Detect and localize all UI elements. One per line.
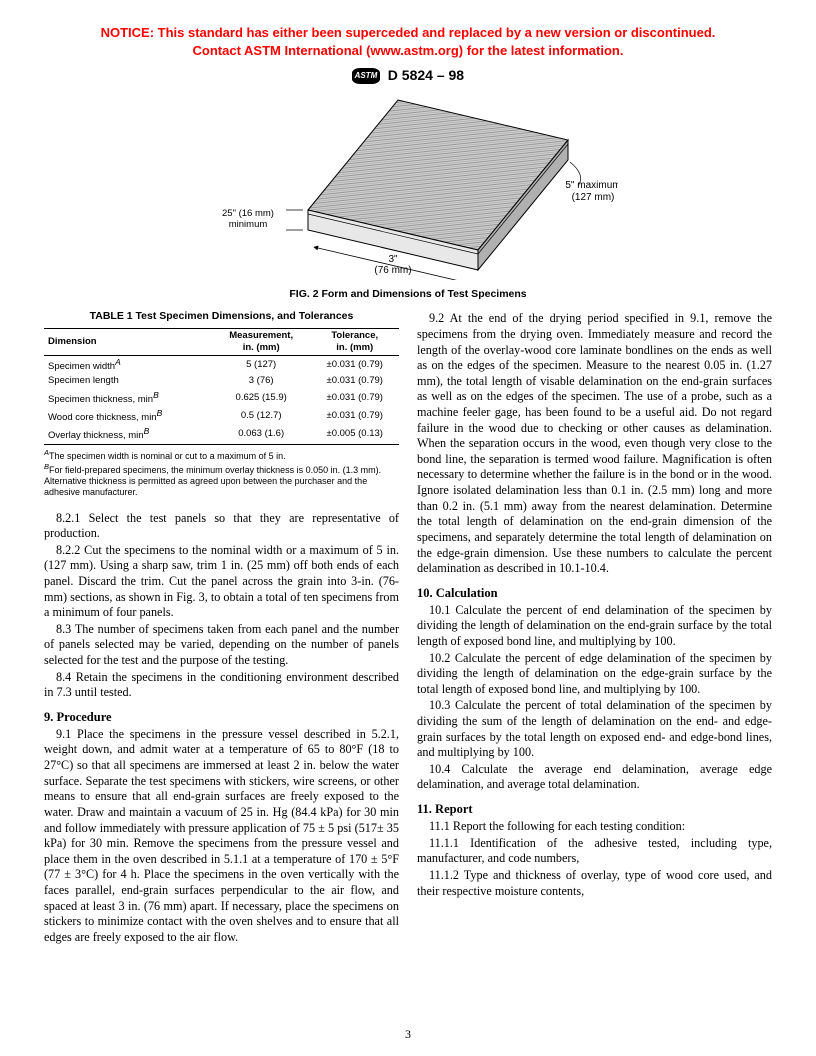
svg-text:(127 mm): (127 mm) [572,192,615,203]
table-row: Specimen widthA5 (127)±0.031 (0.79) [44,356,399,375]
section-9-head: 9. Procedure [44,709,399,725]
table-header-row: Dimension Measurement,in. (mm) Tolerance… [44,328,399,355]
col-dimension: Dimension [44,328,212,355]
para-9.2: 9.2 At the end of the drying period spec… [417,311,772,576]
para-11.1.2: 11.1.2 Type and thickness of overlay, ty… [417,868,772,899]
svg-text:5" maximum: 5" maximum [565,180,618,191]
svg-text:minimum: minimum [229,219,268,230]
notice-banner: NOTICE: This standard has either been su… [44,24,772,59]
table-row: Specimen length3 (76)±0.031 (0.79) [44,374,399,388]
specimen-table: Dimension Measurement,in. (mm) Tolerance… [44,328,399,445]
para-10.2: 10.2 Calculate the percent of edge delam… [417,651,772,698]
right-column: 9.2 At the end of the drying period spec… [417,310,772,945]
para-10.3: 10.3 Calculate the percent of total dela… [417,698,772,760]
svg-text:(76 mm): (76 mm) [374,265,411,276]
table-title: TABLE 1 Test Specimen Dimensions, and To… [44,310,399,323]
para-10.1: 10.1 Calculate the percent of end delami… [417,603,772,650]
two-column-body: TABLE 1 Test Specimen Dimensions, and To… [44,310,772,945]
standard-header: ASTM D 5824 – 98 [44,67,772,84]
specimen-diagram: 25" (16 mm) minimum 3" (76 mm) 5" maximu… [198,90,618,280]
table-row: Overlay thickness, minB0.063 (1.6)±0.005… [44,425,399,444]
para-8.2.2: 8.2.2 Cut the specimens to the nominal w… [44,543,399,621]
figure-caption: FIG. 2 Form and Dimensions of Test Speci… [44,288,772,300]
para-11.1.1: 11.1.1 Identification of the adhesive te… [417,836,772,867]
notice-line1: NOTICE: This standard has either been su… [101,25,716,40]
para-11.1: 11.1 Report the following for each testi… [417,819,772,835]
page-number: 3 [0,1027,816,1042]
svg-text:3": 3" [388,254,398,265]
section-10-head: 10. Calculation [417,585,772,601]
figure-2: 25" (16 mm) minimum 3" (76 mm) 5" maximu… [44,90,772,284]
para-10.4: 10.4 Calculate the average end delaminat… [417,762,772,793]
left-column: TABLE 1 Test Specimen Dimensions, and To… [44,310,399,945]
col-tolerance: Tolerance,in. (mm) [311,328,400,355]
para-8.4: 8.4 Retain the specimens in the conditio… [44,670,399,701]
table-row: Wood core thickness, minB0.5 (12.7)±0.03… [44,407,399,425]
standard-designation: D 5824 – 98 [388,67,464,83]
section-11-head: 11. Report [417,801,772,817]
svg-text:25" (16 mm): 25" (16 mm) [222,208,274,219]
para-8.3: 8.3 The number of specimens taken from e… [44,622,399,669]
col-measurement: Measurement,in. (mm) [212,328,311,355]
table-1: TABLE 1 Test Specimen Dimensions, and To… [44,310,399,498]
para-9.1: 9.1 Place the specimens in the pressure … [44,727,399,946]
table-notes: AThe specimen width is nominal or cut to… [44,448,399,499]
notice-line2: Contact ASTM International (www.astm.org… [193,43,624,58]
table-row: Specimen thickness, minB0.625 (15.9)±0.0… [44,389,399,407]
para-8.2.1: 8.2.1 Select the test panels so that the… [44,511,399,542]
astm-logo: ASTM [352,68,380,84]
